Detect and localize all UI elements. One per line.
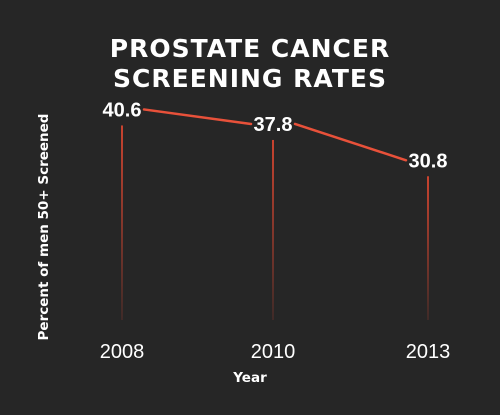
stem-2010 xyxy=(272,139,274,320)
data-label-2010: 37.8 xyxy=(254,114,293,136)
x-tick-label-2013: 2013 xyxy=(406,341,451,363)
data-label-2013: 30.8 xyxy=(409,150,448,172)
stem-2008 xyxy=(121,125,123,321)
series-line-segment-2 xyxy=(293,122,408,162)
x-tick-label-2010: 2010 xyxy=(251,341,296,363)
chart-title: PROSTATE CANCER SCREENING RATES xyxy=(0,34,500,94)
data-label-2008: 40.6 xyxy=(103,99,142,121)
chart-title-line-2: SCREENING RATES xyxy=(113,64,387,93)
x-tick-label-2008: 2008 xyxy=(100,341,145,363)
x-axis-label: Year xyxy=(233,370,267,386)
y-axis-label: Percent of men 50+ Screened xyxy=(36,113,52,341)
series-line-segment-1 xyxy=(142,108,253,126)
chart-title-line-1: PROSTATE CANCER xyxy=(109,34,391,63)
stem-2013 xyxy=(427,176,429,320)
